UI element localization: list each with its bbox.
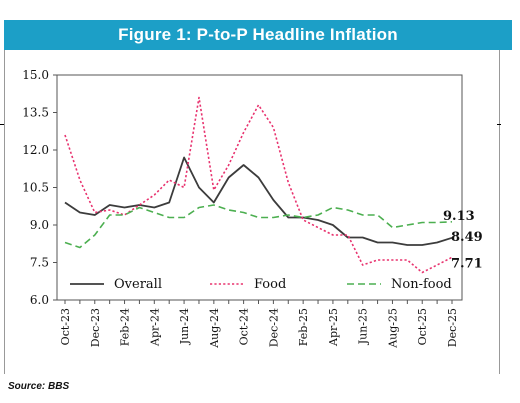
x-tick-label: Feb-24 <box>119 308 132 346</box>
y-tick-label: 6.0 <box>30 293 49 307</box>
series-line-non-food <box>64 204 453 249</box>
series-line-food <box>64 96 453 274</box>
x-tick-label: Jun-24 <box>178 308 191 345</box>
x-tick-label: Feb-25 <box>297 308 310 346</box>
x-tick-label: Aug-25 <box>386 308 399 349</box>
y-tick-label: 7.5 <box>30 256 49 270</box>
x-tick-label: Oct-23 <box>59 308 72 345</box>
y-tick-label: 15.0 <box>22 68 49 82</box>
source-note: Source: BBS <box>8 381 70 392</box>
y-tick-label: 12.0 <box>22 143 49 157</box>
end-label-overall: 8.49 <box>451 230 483 245</box>
right-edge-tick <box>497 124 501 125</box>
x-tick-label: Apr-24 <box>148 308 161 347</box>
legend: Overall Food Non-food <box>70 277 452 292</box>
left-edge-tick <box>0 124 4 125</box>
end-label-food: 7.71 <box>451 256 483 271</box>
legend-label: Overall <box>114 277 162 292</box>
x-tick-label: Aug-24 <box>208 308 221 349</box>
x-tick-label: Oct-25 <box>416 308 429 345</box>
y-tick-label: 9.0 <box>30 218 49 232</box>
series-lines <box>64 96 453 274</box>
x-tick-label: Apr-25 <box>327 308 340 347</box>
x-tick-label: Dec-25 <box>446 308 459 347</box>
axes <box>56 74 463 301</box>
end-value-labels: 9.13 8.49 7.71 <box>443 209 483 272</box>
x-tick-label: Dec-24 <box>267 308 280 347</box>
chart-frame <box>4 50 500 374</box>
x-tick-label: Oct-24 <box>238 308 251 345</box>
end-label-non-food: 9.13 <box>443 209 475 224</box>
y-tick-label: 10.5 <box>22 181 49 195</box>
y-axis-ticks: 6.0 7.5 9.0 10.5 12.0 13.5 15.0 <box>22 68 57 307</box>
legend-label: Food <box>254 277 286 292</box>
y-tick-label: 13.5 <box>22 106 49 120</box>
figure-title: Figure 1: P-to-P Headline Inflation <box>4 20 512 50</box>
series-line-overall <box>64 156 453 246</box>
plot-area-border <box>56 74 463 301</box>
x-tick-label: Dec-23 <box>89 308 102 347</box>
legend-label: Non-food <box>391 277 452 292</box>
x-axis-ticks: Oct-23 Dec-23 Feb-24 Apr-24 Jun-24 Aug-24 Oct-… <box>59 300 459 349</box>
x-tick-label: Jun-25 <box>357 308 370 345</box>
